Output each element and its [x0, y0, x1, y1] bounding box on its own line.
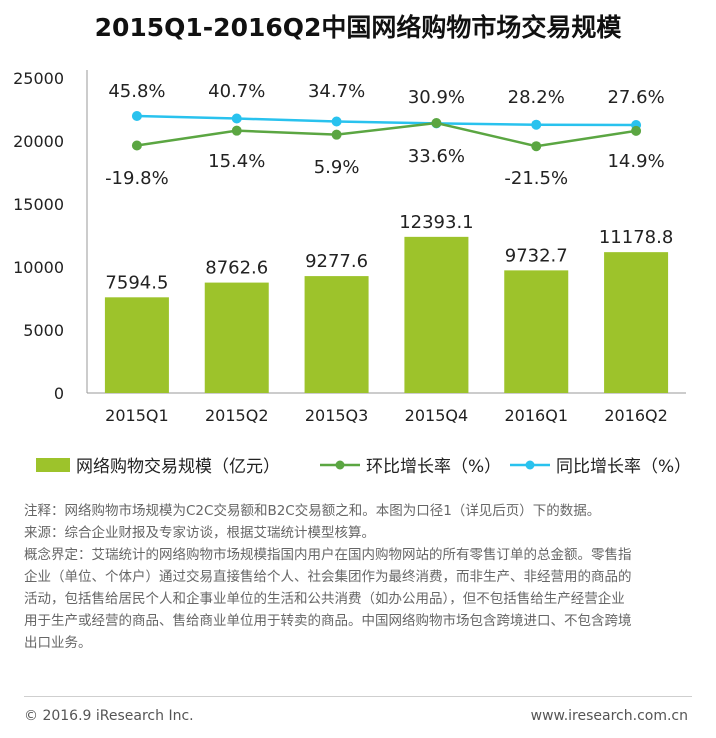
- note-line: 注释：网络购物市场规模为C2C交易额和B2C交易额之和。本图为口径1（详见后页）…: [24, 503, 601, 519]
- mom-growth-point: [431, 118, 442, 128]
- bar-value-label: 8762.6: [205, 258, 268, 279]
- bar-value-label: 9277.6: [305, 251, 368, 272]
- yoy-growth-value-label: 27.6%: [607, 87, 664, 108]
- definition-line: 出口业务。: [24, 635, 92, 651]
- yoy-growth-value-label: 45.8%: [108, 81, 165, 102]
- mom-growth-value-label: 33.6%: [408, 146, 465, 167]
- mom-growth-point: [331, 129, 342, 140]
- x-tick-label: 2016Q1: [505, 406, 569, 425]
- y-tick-label: 15000: [13, 195, 64, 214]
- website-link[interactable]: www.iresearch.com.cn: [530, 708, 688, 724]
- legend-label-yoy: 同比增长率（%）: [556, 457, 692, 477]
- bar: [304, 276, 369, 393]
- yoy-growth-value-label: 30.9%: [408, 87, 465, 108]
- copyright-text: © 2016.9 iResearch Inc.: [24, 708, 194, 724]
- yoy-growth-value-label: 34.7%: [308, 81, 365, 102]
- mom-growth-line: [136, 121, 637, 148]
- mom-growth-value-label: -21.5%: [504, 168, 568, 189]
- x-tick-label: 2015Q2: [205, 406, 269, 425]
- mom-growth-point: [231, 125, 242, 136]
- legend: 网络购物交易规模（亿元） 环比增长率（%） 同比增长率（%）: [36, 452, 716, 477]
- mom-growth-value-label: -19.8%: [105, 168, 169, 189]
- mom-growth-value-label: 5.9%: [314, 157, 360, 178]
- yoy-growth-value-label: 40.7%: [208, 81, 265, 102]
- yoy-growth-point: [531, 119, 542, 130]
- definition-line: 概念界定：艾瑞统计的网络购物市场规模指国内用户在国内购物网站的所有零售订单的总金…: [24, 547, 632, 563]
- bar-value-label: 12393.1: [399, 212, 473, 233]
- bar-value-label: 11178.8: [599, 227, 673, 248]
- chart-title: 2015Q1-2016Q2中国网络购物市场交易规模: [94, 13, 622, 42]
- legend-swatch-yoy: [510, 460, 550, 469]
- bar: [404, 236, 469, 393]
- source-line: 来源：综合企业财报及专家访谈，根据艾瑞统计模型核算。: [24, 525, 375, 541]
- y-tick-label: 25000: [13, 69, 64, 88]
- bar-value-label: 9732.7: [505, 245, 568, 266]
- legend-item-yoy: 同比增长率（%）: [510, 452, 691, 477]
- legend-label-mom: 环比增长率（%）: [366, 457, 502, 477]
- y-tick-label: 20000: [13, 132, 64, 151]
- bar-value-label: 7594.5: [105, 272, 168, 293]
- yoy-growth-point: [331, 116, 342, 127]
- definition-line: 企业（单位、个体户）通过交易直接售给个人、社会集团作为最终消费，而非生产、非经营…: [24, 569, 632, 585]
- legend-swatch-volume: [36, 457, 70, 472]
- x-tick-label: 2015Q4: [405, 406, 469, 425]
- y-tick-label: 10000: [13, 258, 64, 277]
- y-tick-label: 0: [54, 384, 64, 403]
- yoy-growth-point: [231, 113, 242, 124]
- bar: [504, 270, 569, 393]
- mom-growth-point: [131, 140, 142, 151]
- mom-growth-point: [531, 141, 542, 152]
- legend-label-volume: 网络购物交易规模（亿元）: [76, 457, 280, 477]
- definition-line: 用于生产或经营的商品、售给商业单位用于转卖的商品。中国网络购物市场包含跨境进口、…: [24, 613, 632, 629]
- bar: [204, 282, 269, 393]
- x-tick-label: 2016Q2: [604, 406, 668, 425]
- x-tick-label: 2015Q3: [305, 406, 369, 425]
- footer-divider: [24, 696, 692, 697]
- legend-swatch-mom: [320, 460, 360, 469]
- mom-growth-value-label: 14.9%: [607, 151, 664, 172]
- x-tick-label: 2015Q1: [105, 406, 169, 425]
- yoy-growth-line: [136, 114, 637, 127]
- mom-growth-point: [631, 125, 642, 136]
- y-tick-label: 5000: [23, 321, 64, 340]
- yoy-growth-value-label: 28.2%: [508, 87, 565, 108]
- legend-item-mom: 环比增长率（%）: [320, 452, 501, 477]
- notes: 注释：网络购物市场规模为C2C交易额和B2C交易额之和。本图为口径1（详见后页）…: [24, 500, 704, 654]
- bar: [604, 252, 669, 393]
- mom-growth-value-label: 15.4%: [208, 151, 265, 172]
- legend-item-volume: 网络购物交易规模（亿元）: [36, 452, 280, 477]
- yoy-growth-point: [131, 111, 142, 121]
- definition-line: 活动，包括售给居民个人和企事业单位的生活和公共消费（如办公用品），但不包括售给生…: [24, 591, 625, 607]
- bar: [104, 297, 169, 393]
- chart: 25000 20000 15000 10000 5000 0 2015Q1 2015Q2 201…: [13, 69, 686, 425]
